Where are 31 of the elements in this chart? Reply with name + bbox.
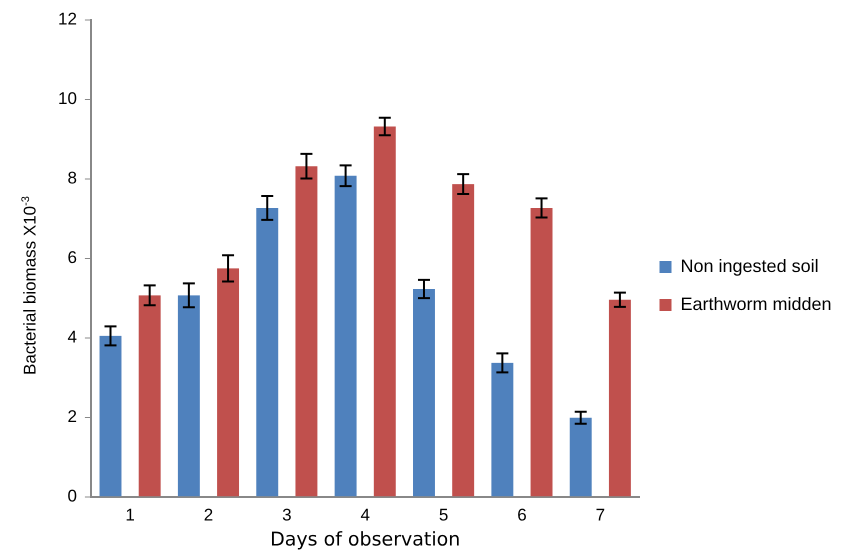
legend-label: Non ingested soil xyxy=(680,256,819,276)
y-tick-label: 12 xyxy=(58,10,77,29)
bar xyxy=(138,295,161,496)
y-tick-label: 4 xyxy=(67,328,77,347)
bar xyxy=(295,166,318,496)
x-axis-title: Days of observation xyxy=(270,528,460,551)
legend-label: Earthworm midden xyxy=(680,294,832,314)
y-tick-label: 0 xyxy=(67,486,77,506)
bar xyxy=(256,208,278,496)
x-tick-label: 3 xyxy=(282,506,292,525)
bar xyxy=(178,295,200,496)
x-tick-label: 6 xyxy=(517,506,527,525)
x-tick-label: 2 xyxy=(204,506,214,525)
bar xyxy=(608,300,631,496)
bar xyxy=(100,336,122,496)
x-tick-label: 4 xyxy=(360,506,370,525)
bar xyxy=(217,268,240,496)
bar xyxy=(530,208,553,496)
bar xyxy=(413,288,435,496)
bar xyxy=(570,418,592,496)
x-tick-label: 1 xyxy=(125,506,135,525)
bar xyxy=(374,126,396,496)
y-tick-label: 6 xyxy=(67,248,77,268)
x-tick-label: 7 xyxy=(596,506,606,525)
x-tick-label: 5 xyxy=(438,506,448,525)
y-tick-label: 10 xyxy=(58,89,77,108)
y-tick-label: 2 xyxy=(67,407,77,426)
y-tick-label: 8 xyxy=(67,168,77,188)
bar xyxy=(491,362,514,496)
bar xyxy=(452,184,474,496)
bar xyxy=(334,176,357,496)
